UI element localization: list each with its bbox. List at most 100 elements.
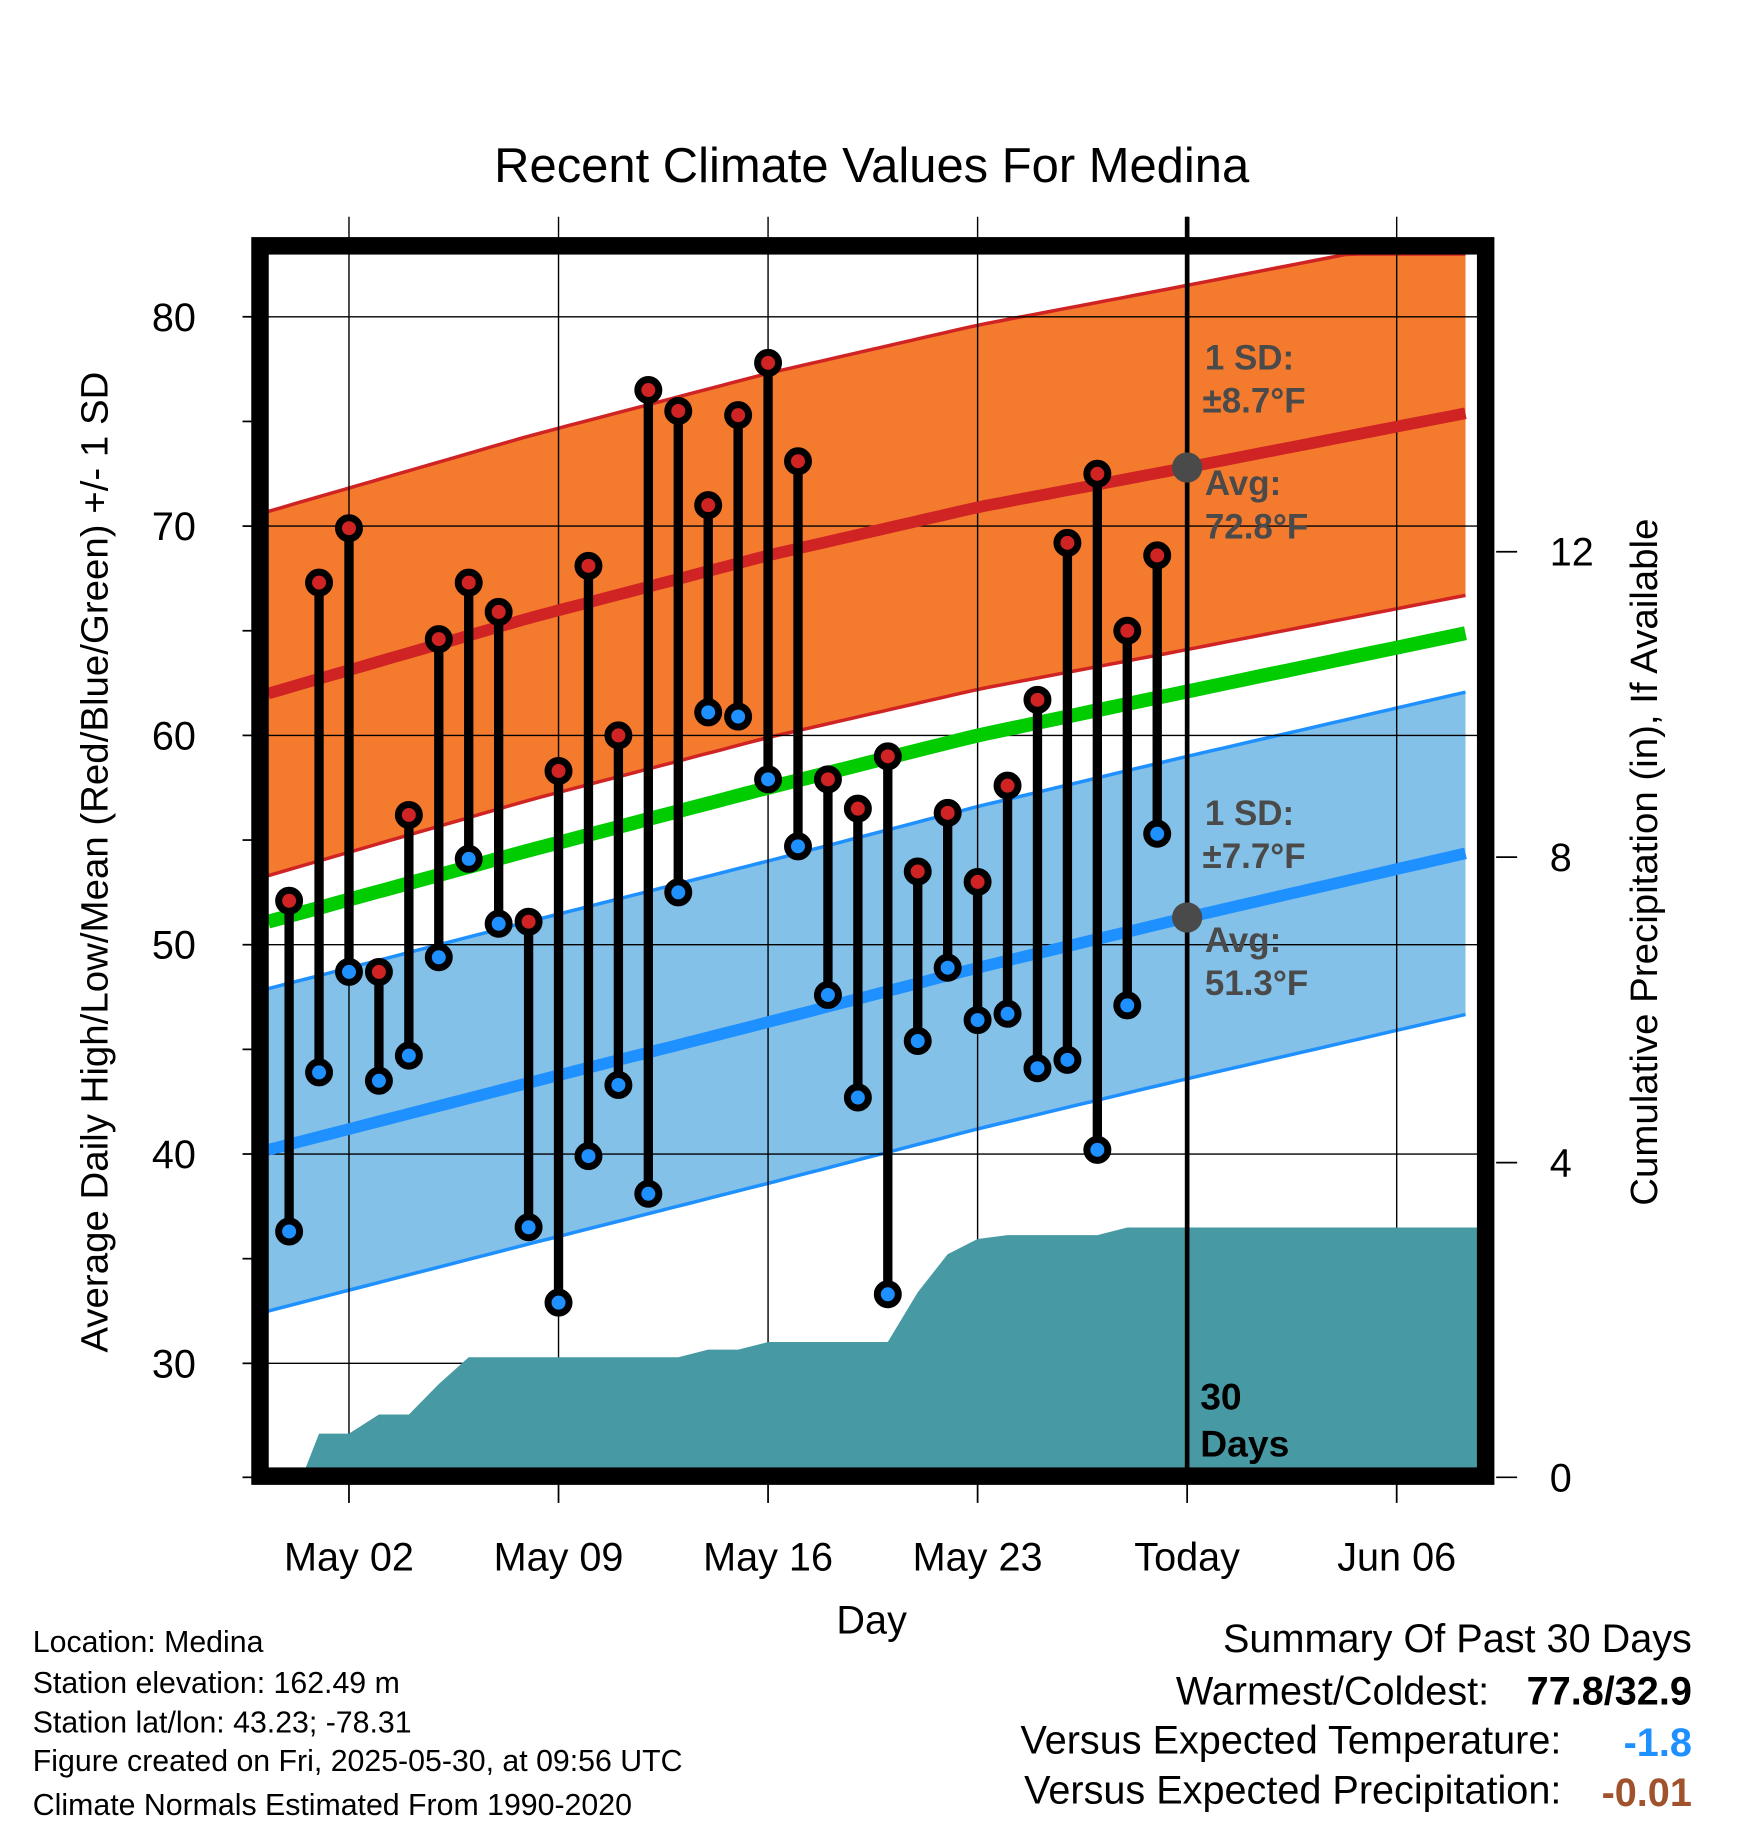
chart-title: Recent Climate Values For Medina bbox=[494, 139, 1250, 193]
y-tick-label: 70 bbox=[152, 505, 196, 549]
daily-low-point bbox=[813, 980, 842, 1009]
low-normal-line bbox=[266, 847, 1467, 1156]
days-count-label: 30 bbox=[1200, 1376, 1241, 1418]
daily-low-point bbox=[963, 1006, 992, 1035]
daily-high-point bbox=[694, 491, 723, 520]
low-avg-value: 51.3°F bbox=[1205, 964, 1308, 1003]
daily-low-point bbox=[305, 1058, 334, 1087]
daily-high-point bbox=[514, 907, 543, 936]
daily-high-point bbox=[903, 857, 932, 886]
daily-low-point bbox=[275, 1217, 304, 1246]
daily-low-point bbox=[694, 698, 723, 727]
daily-high-point bbox=[634, 376, 663, 405]
daily-low-point bbox=[993, 999, 1022, 1028]
x-tick-label: May 02 bbox=[284, 1536, 414, 1580]
y-axis-label: Average Daily High/Low/Mean (Red/Blue/Gr… bbox=[73, 372, 116, 1353]
x-tick-label: May 16 bbox=[703, 1536, 833, 1580]
summary-title: Summary Of Past 30 Days bbox=[1223, 1617, 1692, 1661]
y-tick-label: 60 bbox=[152, 714, 196, 758]
daily-low-point bbox=[394, 1041, 423, 1070]
daily-low-point bbox=[1053, 1045, 1082, 1074]
x-tick-label: Today bbox=[1134, 1536, 1240, 1580]
days-unit-label: Days bbox=[1200, 1422, 1289, 1464]
daily-high-point bbox=[364, 957, 393, 986]
info-latlon: Station lat/lon: 43.23; -78.31 bbox=[33, 1706, 412, 1739]
daily-high-point bbox=[544, 757, 573, 785]
info-location: Location: Medina bbox=[33, 1626, 264, 1659]
daily-high-point bbox=[963, 867, 992, 896]
daily-low-point bbox=[484, 909, 513, 938]
daily-high-point bbox=[1113, 616, 1142, 645]
daily-high-point bbox=[993, 771, 1022, 800]
warm-cold-label: Warmest/Coldest: bbox=[1176, 1670, 1489, 1714]
low-sd-value: ±7.7°F bbox=[1203, 837, 1306, 876]
daily-high-point bbox=[873, 742, 902, 771]
info-created: Figure created on Fri, 2025-05-30, at 09… bbox=[33, 1745, 683, 1778]
daily-high-point bbox=[1053, 528, 1082, 557]
high-avg-value: 72.8°F bbox=[1205, 507, 1308, 546]
daily-high-point bbox=[1143, 541, 1172, 570]
daily-low-point bbox=[634, 1179, 663, 1208]
daily-high-point bbox=[664, 396, 693, 425]
daily-high-point bbox=[933, 798, 962, 827]
precip-anomaly-value: -0.01 bbox=[1602, 1771, 1692, 1815]
daily-low-point bbox=[754, 765, 783, 794]
y-tick-label: 30 bbox=[152, 1342, 196, 1386]
daily-low-point bbox=[784, 832, 812, 861]
y-tick-label: 80 bbox=[152, 296, 196, 340]
daily-low-point bbox=[424, 943, 453, 972]
daily-low-point bbox=[1143, 819, 1172, 848]
high-sd-value: ±8.7°F bbox=[1203, 381, 1306, 420]
daily-low-point bbox=[544, 1288, 573, 1317]
cumulative-precip-area bbox=[305, 1227, 1478, 1468]
daily-high-point bbox=[454, 568, 483, 597]
low-avg-label: Avg: bbox=[1205, 921, 1281, 960]
daily-low-point bbox=[843, 1083, 872, 1112]
y2-tick-label: 12 bbox=[1550, 531, 1594, 575]
y-tick-label: 50 bbox=[152, 924, 196, 968]
plot-frame bbox=[251, 237, 1495, 1485]
daily-high-point bbox=[305, 568, 334, 597]
y2-axis-label: Cumulative Precipitation (in), If Availa… bbox=[1623, 519, 1666, 1206]
daily-low-point bbox=[1083, 1135, 1112, 1164]
daily-low-point bbox=[873, 1280, 902, 1309]
x-tick-label: Jun 06 bbox=[1337, 1536, 1456, 1580]
daily-high-point bbox=[754, 348, 783, 377]
daily-high-point bbox=[484, 597, 513, 626]
daily-high-point bbox=[335, 514, 363, 543]
temp-anomaly-value: -1.8 bbox=[1624, 1721, 1692, 1765]
daily-low-point bbox=[664, 878, 693, 907]
x-tick-label: May 09 bbox=[494, 1536, 624, 1580]
daily-low-point bbox=[454, 844, 483, 873]
x-axis-label: Day bbox=[836, 1598, 907, 1642]
daily-low-point bbox=[514, 1213, 543, 1242]
low-sd-upper-line bbox=[267, 690, 1466, 991]
daily-low-point bbox=[574, 1142, 603, 1171]
info-normals: Climate Normals Estimated From 1990-2020 bbox=[33, 1789, 632, 1822]
low-sd-label: 1 SD: bbox=[1205, 794, 1294, 833]
daily-high-point bbox=[1083, 459, 1112, 488]
daily-high-point bbox=[784, 447, 812, 476]
info-elevation: Station elevation: 162.49 m bbox=[33, 1667, 400, 1700]
daily-low-point bbox=[1023, 1054, 1052, 1083]
daily-low-point bbox=[335, 957, 363, 986]
today-high-normal-marker bbox=[1171, 452, 1203, 483]
daily-low-point bbox=[604, 1070, 633, 1099]
y2-tick-label: 4 bbox=[1550, 1142, 1572, 1186]
daily-low-point bbox=[903, 1027, 932, 1055]
daily-low-point bbox=[1113, 991, 1142, 1020]
daily-high-point bbox=[275, 886, 304, 915]
daily-low-point bbox=[933, 953, 962, 982]
y-tick-label: 40 bbox=[152, 1133, 196, 1177]
high-avg-label: Avg: bbox=[1205, 464, 1281, 503]
y2-tick-label: 8 bbox=[1550, 836, 1572, 880]
daily-high-point bbox=[843, 794, 872, 823]
today-low-normal-marker bbox=[1171, 902, 1203, 933]
daily-high-point bbox=[724, 401, 753, 430]
high-sd-upper-line bbox=[267, 252, 1466, 514]
y2-tick-label: 0 bbox=[1550, 1456, 1572, 1500]
high-sd-label: 1 SD: bbox=[1205, 338, 1294, 377]
low-sd-lower-line bbox=[267, 1012, 1466, 1313]
daily-high-point bbox=[424, 625, 453, 654]
